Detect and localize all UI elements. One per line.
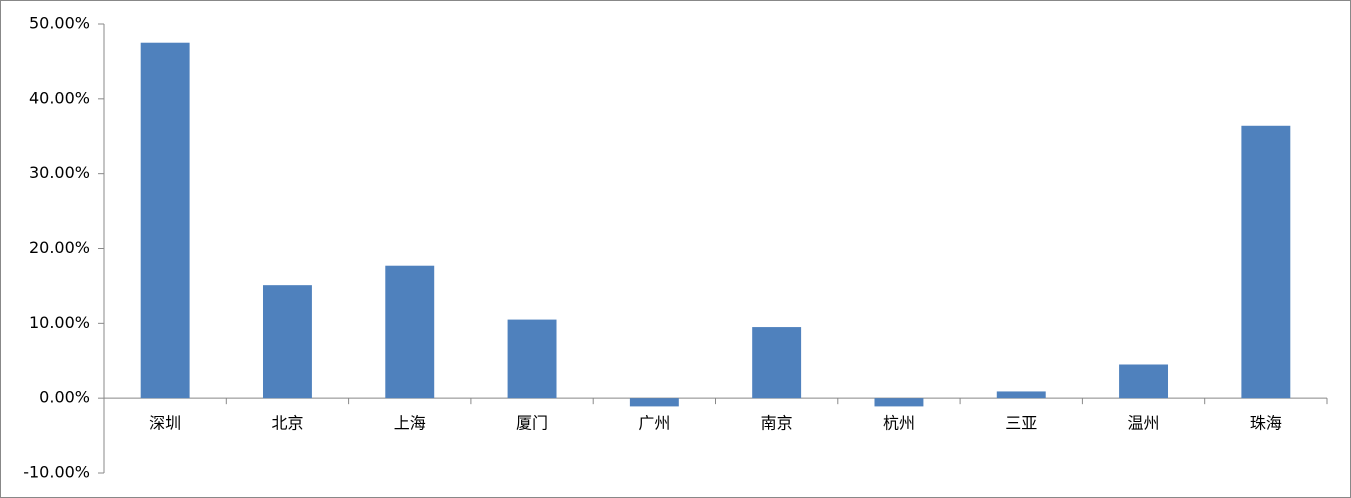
x-tick-label: 杭州 [883, 414, 915, 433]
bar [140, 42, 190, 399]
y-tick-label: 0.00% [39, 388, 90, 407]
y-tick-label: 10.00% [29, 313, 90, 332]
y-tick-label: 40.00% [29, 88, 90, 107]
x-tick-label: 温州 [1128, 414, 1160, 433]
x-tick-label: 珠海 [1250, 414, 1282, 433]
x-tick-label: 三亚 [1005, 414, 1037, 433]
bar [385, 265, 435, 399]
bar [262, 285, 312, 399]
bar [629, 398, 679, 407]
y-tick-label: -10.00% [23, 463, 90, 482]
x-tick-label: 厦门 [516, 414, 548, 433]
bar [874, 398, 924, 407]
bar [996, 391, 1046, 399]
x-tick-label: 南京 [761, 414, 793, 433]
x-tick-label: 北京 [271, 414, 303, 433]
bar [507, 319, 557, 399]
x-tick-label: 上海 [394, 414, 426, 433]
x-tick-label: 广州 [638, 414, 670, 433]
bar [752, 327, 802, 399]
x-tick-label: 深圳 [149, 414, 181, 433]
y-tick-label: 30.00% [29, 163, 90, 182]
bar [1241, 125, 1291, 399]
bar [1119, 364, 1169, 399]
y-tick-label: 20.00% [29, 238, 90, 257]
y-tick-label: 50.00% [29, 14, 90, 33]
